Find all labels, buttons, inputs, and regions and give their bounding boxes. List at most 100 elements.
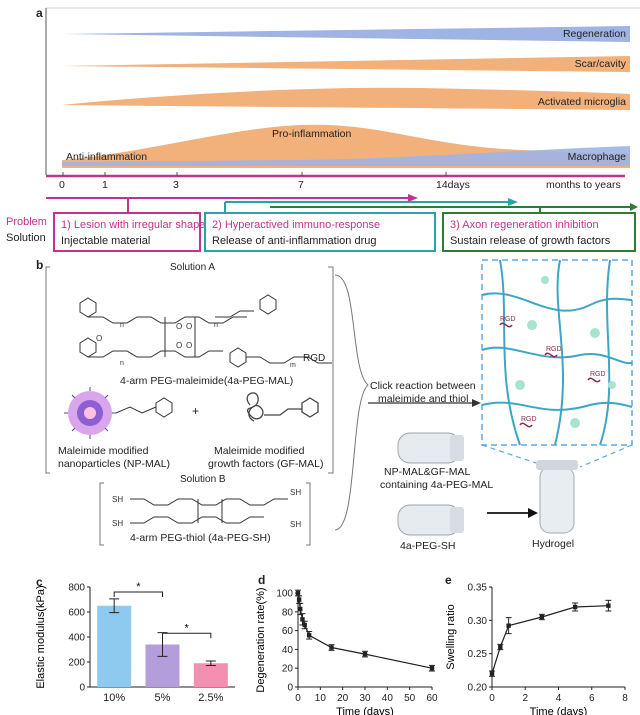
problem-box-1: 1) Lesion with irregular shape Injectabl… — [53, 212, 205, 252]
label-activated-microglia: Activated microglia — [537, 96, 626, 108]
data-line — [491, 605, 609, 674]
x-tick-label: 0 — [295, 693, 301, 704]
problem-box-2: 2) Hyperactived immuno-response Release … — [204, 212, 436, 252]
x-tick-label: 2 — [522, 693, 528, 704]
svg-text:RGD: RGD — [546, 346, 562, 353]
svg-text:SH: SH — [290, 488, 301, 497]
gf-label-2: growth factors (GF-MAL) — [208, 458, 324, 470]
svg-text:RGD: RGD — [590, 371, 606, 378]
tick-0: 0 — [59, 179, 65, 191]
x-tick-label: 40 — [382, 693, 394, 704]
y-tick-label: 40 — [282, 645, 294, 656]
solution-a-label: Solution A — [170, 262, 216, 273]
panel-d-letter: d — [258, 573, 266, 587]
y-tick-label: 600 — [68, 608, 85, 619]
panel-a-letter: a — [36, 6, 43, 20]
y-axis-label: Degeneration rate(%) — [255, 587, 267, 692]
four-arm-sh-label: 4-arm PEG-thiol (4a-PEG-SH) — [130, 532, 271, 544]
svg-text:O: O — [186, 341, 192, 350]
data-point — [572, 604, 578, 610]
rgd-label: RGD — [303, 353, 326, 364]
growth-factor-icon — [246, 392, 319, 422]
data-point — [295, 590, 301, 596]
significance-star: * — [136, 581, 141, 593]
panel-a-graphic — [45, 7, 640, 212]
chart-d: 0 20 40 60 80 100 0 10 20 30 40 50 60 Time (days) Dege… — [255, 587, 438, 715]
nanoparticle-icon — [64, 387, 116, 439]
tick-months: months to years — [546, 179, 621, 191]
label-regeneration: Regeneration — [562, 28, 626, 40]
x-tick-label: 30 — [359, 693, 371, 704]
tube-2 — [397, 504, 464, 536]
y-axis-label: Swelling ratio — [445, 604, 457, 669]
y-tick-label: 0 — [287, 683, 293, 694]
label-problem: Problem — [6, 216, 47, 228]
data-point — [489, 671, 495, 676]
chart-e: 0.20 0.25 0.30 0.35 0 2 4 6 8 Time (days) Swelling… — [445, 583, 628, 715]
x-tick-label: 20 — [337, 693, 349, 704]
hydrogel-label: Hydrogel — [532, 538, 575, 550]
tube2-label: 4a-PEG-SH — [400, 540, 456, 552]
label-pro-inflammation: Pro-inflammation — [272, 128, 352, 140]
tick-7: 7 — [298, 179, 304, 191]
x-tick-label: 60 — [426, 693, 438, 704]
data-point — [539, 614, 545, 620]
anti-inflammation-band — [62, 146, 630, 166]
svg-text:n: n — [214, 322, 218, 329]
svg-text:SH: SH — [112, 495, 123, 504]
bar-2_5pct — [193, 663, 228, 687]
tick-3: 3 — [173, 179, 179, 191]
x-axis-label: Time (days) — [530, 706, 588, 715]
data-point — [429, 666, 435, 671]
y-tick-label: 100 — [276, 589, 293, 600]
gf-label-1: Maleimide modified — [214, 445, 305, 457]
x-tick-label: 6 — [589, 693, 595, 704]
box3-sub: Sustain release of growth factors — [450, 235, 611, 247]
panel-e-letter: e — [445, 573, 452, 587]
tick-14days: 14days — [436, 179, 470, 191]
x-tick-label: 5% — [155, 692, 171, 704]
x-tick-label: 8 — [622, 693, 628, 704]
tube1-label-2: containing 4a-PEG-MAL — [380, 479, 494, 491]
regeneration-band — [62, 26, 630, 42]
data-point — [298, 606, 303, 612]
y-tick-label: 0.25 — [468, 649, 488, 660]
svg-text:O: O — [176, 341, 182, 350]
microglia-band — [62, 87, 630, 110]
significance-bracket — [162, 632, 212, 639]
x-tick-label: 10% — [103, 692, 125, 704]
svg-text:O: O — [96, 334, 102, 343]
data-point — [329, 645, 334, 650]
svg-text:SH: SH — [290, 520, 301, 529]
x-tick-label: 0 — [489, 693, 495, 704]
y-tick-label: 400 — [68, 633, 85, 644]
np-label-2: nanoparticles (NP-MAL) — [58, 458, 171, 470]
y-tick-label: 0.35 — [468, 583, 488, 594]
box2-sub: Release of anti-inflammation drug — [212, 235, 377, 247]
data-point — [606, 603, 611, 608]
data-point — [498, 644, 503, 650]
click-reaction-label-2: maleimide and thiol — [378, 393, 469, 405]
label-scar-cavity: Scar/cavity — [574, 58, 626, 70]
label-anti-inflammation: Anti-inflammation — [66, 151, 148, 163]
tick-1: 1 — [102, 179, 108, 191]
data-point — [506, 623, 511, 628]
data-point — [306, 633, 312, 638]
hydrogel-tube — [536, 460, 578, 534]
y-tick-label: 20 — [282, 664, 294, 675]
box3-title: 3) Axon regeneration inhibition — [450, 219, 599, 231]
svg-text:O: O — [186, 322, 192, 331]
y-axis-label: Elastic modulus(kPa) — [35, 585, 47, 688]
panel-b-letter: b — [36, 258, 44, 272]
svg-text:RGD: RGD — [521, 416, 537, 423]
x-axis-label: Time (days) — [336, 706, 394, 715]
x-tick-label: 10 — [315, 693, 327, 704]
data-point — [296, 597, 302, 602]
scar-band — [62, 56, 630, 72]
panel-c-letter: c — [36, 575, 43, 589]
y-tick-label: 80 — [282, 607, 294, 618]
np-label-1: Maleimide modified — [58, 445, 149, 457]
label-solution: Solution — [6, 232, 46, 244]
tube-1 — [397, 432, 464, 464]
tube1-label-1: NP-MAL&GF-MAL — [384, 466, 471, 478]
